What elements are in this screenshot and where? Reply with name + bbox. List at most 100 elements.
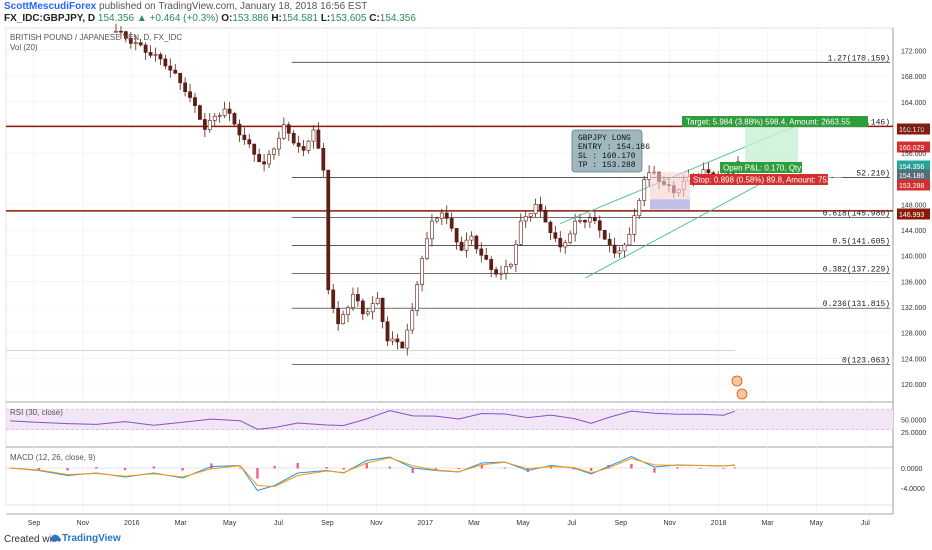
target-label: Target: 5.984 (3.88%) 598.4, Amount: 266… bbox=[686, 118, 851, 127]
candle-body bbox=[415, 284, 420, 311]
publish-info: published on TradingView.com, January 18… bbox=[99, 1, 368, 12]
candle-body bbox=[296, 142, 301, 147]
candle-body bbox=[193, 97, 197, 106]
macd-tick-label: -4.0000 bbox=[901, 486, 925, 493]
candle-body bbox=[375, 297, 380, 304]
candle-body bbox=[341, 314, 345, 325]
candle-body bbox=[355, 294, 360, 302]
x-tick-label: Sep bbox=[28, 520, 41, 527]
event-marker-icon bbox=[731, 375, 743, 387]
fib-level-label: 0.618(145.980) bbox=[823, 209, 890, 218]
ohlc-line: FX_IDC:GBPJPY, D 154.356 ▲ +0.464 (+0.3%… bbox=[4, 13, 416, 25]
candle-body bbox=[380, 297, 385, 322]
candle-body bbox=[568, 233, 573, 243]
candle-body bbox=[133, 42, 138, 44]
candle-body bbox=[430, 220, 434, 240]
candle-body bbox=[207, 120, 212, 130]
candle-body bbox=[331, 289, 336, 309]
candle-body bbox=[138, 42, 143, 46]
chart-canvas[interactable]: 1.27(170.159)1(160.146)52.210)0.618(145.… bbox=[0, 0, 932, 528]
candle-body bbox=[277, 137, 281, 150]
candle-body bbox=[479, 248, 484, 256]
macd-histogram-bar bbox=[480, 464, 484, 469]
candle-body bbox=[212, 115, 217, 121]
rsi-band bbox=[6, 409, 893, 430]
candle-body bbox=[499, 272, 503, 275]
x-tick-label: May bbox=[810, 520, 824, 527]
price-badge-label: 154.186 bbox=[899, 173, 924, 180]
candle-body bbox=[513, 243, 518, 265]
candle-body bbox=[301, 146, 306, 151]
macd-histogram-bar bbox=[325, 467, 328, 469]
x-tick-label: Mar bbox=[468, 520, 481, 527]
candle-body bbox=[548, 221, 553, 233]
candle-body bbox=[474, 235, 479, 250]
x-tick-label: 2018 bbox=[711, 520, 727, 527]
candle-body bbox=[617, 250, 622, 254]
candle-body bbox=[558, 237, 563, 248]
candle-body bbox=[202, 119, 207, 130]
tradingview-link[interactable]: TradingView bbox=[62, 533, 121, 544]
candle-body bbox=[543, 209, 548, 223]
y-tick-label: 156.000 bbox=[901, 151, 926, 158]
candle-body bbox=[602, 230, 607, 240]
x-tick-label: Jul bbox=[567, 520, 576, 527]
created-with-text: Created with bbox=[4, 534, 61, 545]
macd-histogram-bar bbox=[549, 466, 553, 469]
y-tick-label: 172.000 bbox=[901, 48, 926, 55]
symbol-label[interactable]: FX_IDC:GBPJPY, D bbox=[4, 13, 96, 24]
macd-histogram-bar bbox=[630, 464, 633, 469]
candle-body bbox=[464, 239, 469, 251]
open-pl-label: Open P&L: 0.170, Qty: 278 bbox=[723, 164, 820, 173]
candle-body bbox=[148, 52, 153, 56]
macd-pane-title: MACD (12, 26, close, 9) bbox=[10, 453, 96, 462]
x-tick-label: Mar bbox=[761, 520, 774, 527]
close-label: C: bbox=[369, 13, 380, 24]
close-value: 154.356 bbox=[379, 13, 416, 24]
candle-body bbox=[494, 269, 499, 275]
author-link[interactable]: ScottMescudiForex bbox=[4, 1, 97, 12]
candle-body bbox=[247, 139, 252, 145]
macd-histogram-bar bbox=[733, 467, 737, 469]
candle-body bbox=[267, 154, 271, 165]
candle-body bbox=[242, 134, 247, 140]
candle-body bbox=[592, 217, 597, 222]
price-change: ▲ +0.464 (+0.3%) bbox=[136, 13, 219, 24]
low-label: L: bbox=[320, 13, 331, 24]
chart-frame bbox=[5, 27, 894, 506]
candle-body bbox=[128, 38, 133, 44]
candle-body bbox=[405, 329, 410, 349]
y-tick-label: 164.000 bbox=[901, 100, 926, 107]
candle-body bbox=[321, 148, 326, 171]
rsi-tick-label: 50.0000 bbox=[901, 417, 926, 424]
macd-histogram-bar bbox=[273, 466, 276, 469]
x-tick-label: May bbox=[516, 520, 530, 527]
macd-histogram-bar bbox=[388, 466, 391, 469]
macd-histogram-bar bbox=[66, 468, 69, 471]
x-tick-label: 2017 bbox=[417, 520, 433, 527]
macd-histogram-bar bbox=[256, 468, 259, 479]
macd-histogram-bar bbox=[589, 468, 593, 471]
stop-zone bbox=[650, 172, 690, 200]
candle-body bbox=[395, 338, 400, 343]
trade-note-box bbox=[571, 129, 643, 173]
x-tick-label: 2016 bbox=[124, 520, 140, 527]
candle-body bbox=[311, 129, 316, 142]
macd-histogram-bar bbox=[37, 468, 40, 470]
candle-body bbox=[365, 311, 370, 315]
price-badge-label: 153.288 bbox=[899, 183, 924, 190]
candle-body bbox=[637, 200, 642, 216]
candle-body bbox=[459, 241, 464, 251]
y-tick-label: 160.000 bbox=[901, 125, 926, 132]
candle-body bbox=[281, 124, 286, 139]
macd-histogram-bar bbox=[503, 467, 507, 469]
fib-level-label: 0.5(141.605) bbox=[832, 237, 890, 246]
candle-body bbox=[583, 220, 587, 223]
signal-line bbox=[9, 457, 736, 488]
candle-body bbox=[385, 321, 390, 342]
candle-body bbox=[153, 54, 158, 56]
candle-body bbox=[469, 235, 474, 241]
trade-note-line: ENTRY : 154.186 bbox=[578, 143, 650, 152]
candle-body bbox=[143, 44, 148, 53]
candle-body bbox=[563, 242, 568, 248]
